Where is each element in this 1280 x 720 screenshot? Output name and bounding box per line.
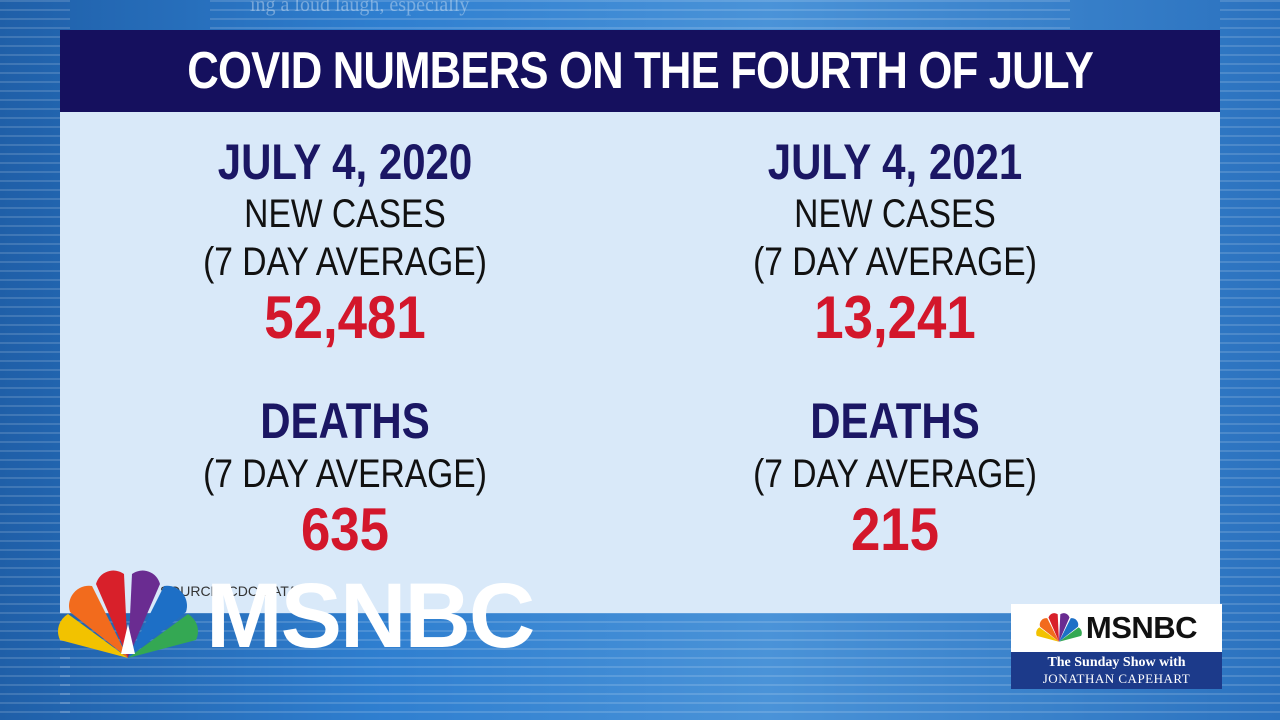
show-host-name: JONATHAN CAPEHART [1042,671,1191,686]
cases-sublabel: (7 DAY AVERAGE) [203,240,487,284]
graphic-title: COVID NUMBERS ON THE FOURTH OF JULY [187,42,1094,100]
bug-logo-text: MSNBC [1085,610,1198,645]
stats-column-2021: JULY 4, 2021 NEW CASES (7 DAY AVERAGE) 1… [645,130,1145,562]
newspaper-texture-right [1220,0,1280,720]
cases-label: NEW CASES [794,192,996,236]
cases-label: NEW CASES [244,192,446,236]
deaths-value: 635 [300,496,390,563]
deaths-sublabel: (7 DAY AVERAGE) [203,452,487,496]
cases-value: 13,241 [814,284,976,351]
show-bug: MSNBC The Sunday Show with JONATHAN CAPE… [1011,604,1222,689]
cases-sublabel: (7 DAY AVERAGE) [753,240,1037,284]
background-newspaper-text: ing a loud laugh, especially [250,0,470,16]
deaths-sublabel: (7 DAY AVERAGE) [753,452,1037,496]
bug-logo: MSNBC [1011,604,1222,652]
covid-stats-card: COVID NUMBERS ON THE FOURTH OF JULY JULY… [60,30,1220,613]
show-title: The Sunday Show with JONATHAN CAPEHART [1011,652,1222,689]
show-title-line1: The Sunday Show with [1047,655,1186,670]
peacock-logo-icon [1036,613,1082,642]
msnbc-watermark-logo: MSNBC [58,565,535,667]
date-heading: JULY 4, 2020 [217,134,473,190]
title-bar: COVID NUMBERS ON THE FOURTH OF JULY [60,30,1220,112]
date-heading: JULY 4, 2021 [767,134,1023,190]
stats-column-2020: JULY 4, 2020 NEW CASES (7 DAY AVERAGE) 5… [95,130,595,562]
cases-value: 52,481 [264,284,426,351]
deaths-value: 215 [850,496,940,563]
source-note: SOURCE: CDC DATA [160,583,298,599]
deaths-label: DEATHS [260,393,430,449]
deaths-label: DEATHS [810,393,980,449]
peacock-logo-icon [58,570,198,658]
msnbc-logo-text: MSNBC [206,565,535,667]
newspaper-texture-top [210,0,1070,32]
newspaper-texture-left [0,0,70,720]
